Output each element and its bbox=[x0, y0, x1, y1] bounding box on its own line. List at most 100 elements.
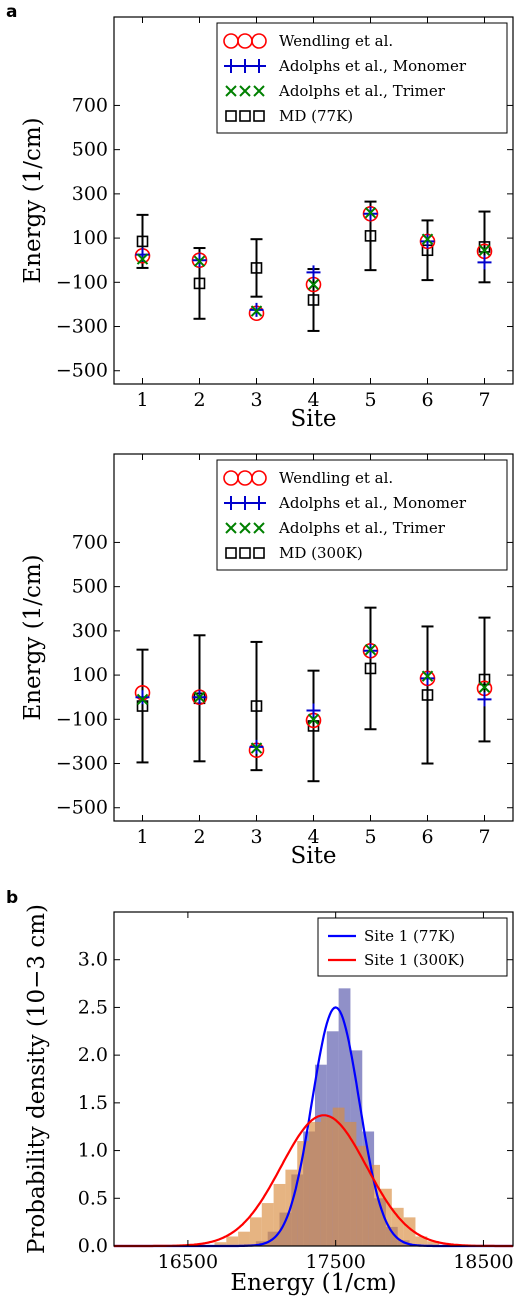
legend-marker bbox=[225, 110, 237, 122]
y-axis-label: Energy (1/cm) bbox=[20, 554, 46, 720]
data-point bbox=[250, 742, 263, 754]
y-tick-label: 1.0 bbox=[78, 1140, 108, 1162]
chart-a-bottom: 1 2 3 4 5 6 7 −500 −300 −100 100 300 500 700 Site Energ… bbox=[20, 453, 514, 869]
data-point bbox=[250, 700, 263, 712]
legend-marker bbox=[238, 59, 252, 73]
data-point bbox=[193, 277, 206, 290]
data-point bbox=[477, 255, 492, 270]
legend-marker bbox=[253, 547, 265, 559]
y-tick-label: 0.0 bbox=[78, 1235, 108, 1257]
y-tick-label: 2.5 bbox=[78, 996, 108, 1018]
chart-b: b 16500 17500 18500 0.0 0.5 1.0 1.5 2.0 2.5 3.0 Ene… bbox=[6, 888, 514, 1296]
legend-marker bbox=[225, 522, 237, 534]
histogram-bar bbox=[320, 1117, 333, 1246]
x-tick-label: 17500 bbox=[305, 1251, 365, 1273]
legend-label: Adolphs et al., Monomer bbox=[278, 494, 467, 512]
x-tick-label: 7 bbox=[478, 389, 490, 411]
legend-marker bbox=[238, 496, 252, 510]
histogram-bar bbox=[368, 1164, 380, 1246]
data-point bbox=[250, 262, 263, 274]
data-point bbox=[136, 693, 149, 706]
data-point bbox=[364, 662, 377, 675]
histogram-bar bbox=[415, 1236, 428, 1246]
legend-marker bbox=[253, 522, 265, 534]
legend-label: Adolphs et al., Trimer bbox=[278, 82, 446, 100]
legend-marker bbox=[251, 33, 267, 49]
legend-label: Wendling et al. bbox=[279, 469, 393, 487]
legend-label: Adolphs et al., Trimer bbox=[278, 519, 446, 537]
panel-label: b bbox=[6, 888, 18, 908]
data-point bbox=[478, 244, 491, 256]
y-tick-label: 500 bbox=[72, 576, 108, 598]
y-tick-label: 700 bbox=[72, 531, 108, 553]
x-tick-label: 1 bbox=[136, 826, 148, 848]
y-tick-label: 2.0 bbox=[78, 1044, 108, 1066]
histogram-bar bbox=[273, 1183, 286, 1246]
y-tick-label: 100 bbox=[72, 227, 108, 249]
y-tick-label: −100 bbox=[56, 271, 108, 293]
legend-marker bbox=[253, 85, 265, 97]
legend-marker bbox=[252, 59, 266, 73]
y-axis-label: Energy (1/cm) bbox=[20, 117, 46, 283]
x-tick-label: 1 bbox=[136, 389, 148, 411]
data-point bbox=[135, 690, 150, 705]
x-axis-label: Energy (1/cm) bbox=[230, 1270, 396, 1296]
data-point bbox=[136, 235, 149, 248]
legend-marker bbox=[251, 470, 267, 486]
histogram-bar bbox=[226, 1236, 239, 1246]
histogram-bar bbox=[332, 1107, 345, 1246]
legend-marker bbox=[239, 522, 251, 534]
x-tick-label: 7 bbox=[478, 826, 490, 848]
x-tick-label: 4 bbox=[307, 826, 319, 848]
legend-marker bbox=[239, 85, 251, 97]
x-tick-label: 5 bbox=[364, 826, 376, 848]
legend-marker bbox=[224, 496, 238, 510]
histogram-bar bbox=[380, 1188, 392, 1246]
data-point bbox=[307, 278, 320, 291]
data-point bbox=[193, 691, 206, 703]
data-point bbox=[307, 713, 320, 726]
chart-a: a 1 2 3 4 5 6 7 −500 −300 −100 100 300 500 700 Site Ener… bbox=[6, 2, 514, 432]
histogram-bar bbox=[391, 1207, 404, 1246]
data-point bbox=[193, 255, 206, 268]
y-tick-label: 1.5 bbox=[78, 1092, 108, 1114]
histogram-bar bbox=[403, 1217, 416, 1246]
legend-label: Site 1 (77K) bbox=[364, 927, 455, 945]
histogram-bar bbox=[309, 1121, 321, 1246]
data-point bbox=[250, 305, 263, 317]
y-tick-label: −100 bbox=[56, 708, 108, 730]
histogram-bar bbox=[261, 1203, 274, 1246]
x-tick-label: 2 bbox=[193, 826, 205, 848]
legend-label: Site 1 (300K) bbox=[364, 951, 465, 969]
y-tick-label: 0.5 bbox=[78, 1187, 108, 1209]
x-axis-label: Site bbox=[291, 406, 337, 432]
y-tick-label: 100 bbox=[72, 664, 108, 686]
histogram-bar bbox=[356, 1145, 369, 1246]
legend-marker bbox=[225, 85, 237, 97]
legend-box bbox=[317, 917, 508, 977]
x-tick-label: 3 bbox=[250, 826, 262, 848]
y-tick-label: −500 bbox=[56, 797, 108, 819]
x-tick-label: 2 bbox=[193, 389, 205, 411]
legend-marker bbox=[252, 496, 266, 510]
x-tick-label: 16500 bbox=[158, 1251, 218, 1273]
data-point bbox=[420, 671, 435, 686]
x-tick-label: 6 bbox=[421, 389, 433, 411]
legend-label: Wendling et al. bbox=[279, 32, 393, 50]
data-point bbox=[420, 234, 435, 249]
legend-marker bbox=[239, 547, 251, 559]
data-point bbox=[307, 294, 320, 306]
legend-marker bbox=[225, 547, 237, 559]
data-point bbox=[364, 230, 377, 242]
y-tick-label: 300 bbox=[72, 620, 108, 642]
histogram-bar bbox=[238, 1231, 250, 1246]
data-point bbox=[421, 689, 434, 701]
legend-marker bbox=[239, 110, 251, 122]
data-point bbox=[306, 265, 321, 280]
data-point bbox=[478, 673, 491, 686]
plot-frame bbox=[113, 911, 514, 1247]
x-tick-label: 5 bbox=[364, 389, 376, 411]
data-point bbox=[421, 670, 434, 682]
panel-label: a bbox=[6, 2, 17, 22]
